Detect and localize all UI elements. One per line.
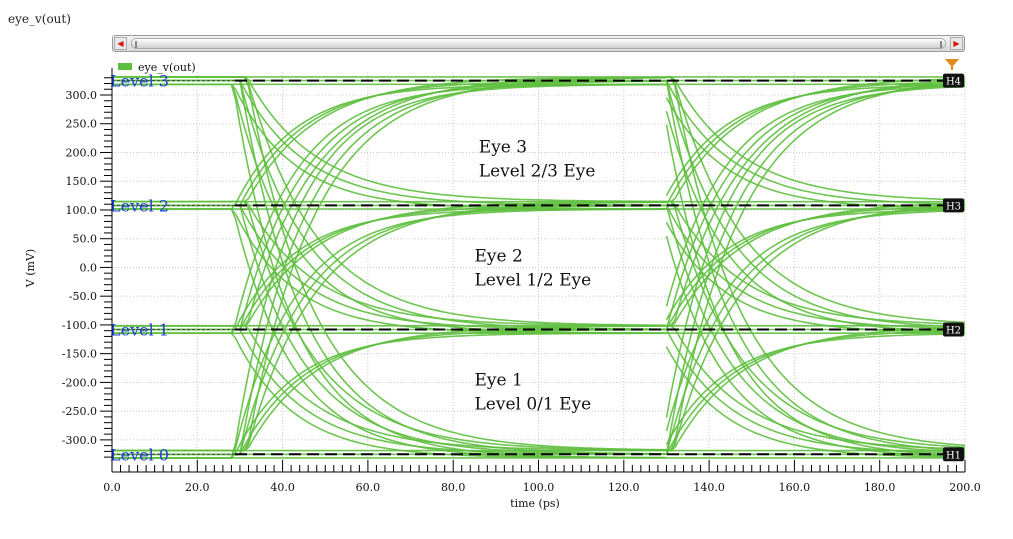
y-axis: 300.0 250.0 200.0 150.0 100.0 50.0 0.0 -50.0 -10… [62,68,113,460]
eye-trace [665,80,966,328]
x-tick-label: 200.0 [949,481,981,494]
marker-badge[interactable]: H1 [943,447,964,462]
plot-area [112,72,965,460]
scroll-right-arrow-icon[interactable]: ▶ [950,37,963,50]
x-tick-label: 180.0 [864,481,896,494]
y-tick-label: -100.0 [62,319,97,332]
x-tick-label: 120.0 [608,481,640,494]
marker-badge[interactable]: H3 [943,198,964,213]
legend-entry[interactable]: eye_v(out) [138,61,196,74]
marker-badge-box [943,198,964,213]
y-axis-label: V (mV) [24,249,37,288]
y-tick-label: 50.0 [73,233,98,246]
level-label: Level 3 [110,72,169,91]
y-tick-label: 150.0 [66,175,98,188]
eye-trace [665,80,966,452]
legend-swatch [118,63,132,70]
eye-annotation-title: Eye 2 [475,247,523,267]
x-tick-label: 100.0 [523,481,555,494]
y-tick-label: 300.0 [66,89,98,102]
eye-annotation-subtitle: Level 2/3 Eye [479,161,596,181]
x-axis-label: time (ps) [510,497,560,510]
eye-trace [666,76,966,201]
y-tick-label: -300.0 [62,434,97,447]
eye-trace [112,76,667,203]
eye-trace [665,124,966,457]
y-tick-label: 100.0 [66,204,98,217]
eye-trace [665,80,966,205]
marker-badge-label: H1 [946,450,961,461]
thumb-grip-right [940,41,942,48]
marker-badge-box [943,73,964,88]
y-tick-label: -150.0 [62,348,97,361]
eye-trace [665,205,965,330]
eye-trace [666,200,966,325]
eye-annotation-subtitle: Level 1/2 Eye [475,271,592,291]
y-tick-label: -50.0 [69,290,97,303]
thumb-grip-left [135,41,137,48]
eye-trace [666,76,966,324]
eye-annotation-title: Eye 1 [475,370,523,390]
eye-trace [665,329,966,454]
x-tick-label: 20.0 [185,481,210,494]
scrollbar-thumb[interactable] [131,38,946,49]
eye-trace [665,346,966,458]
eye-trace [666,200,966,448]
eye-trace [665,85,966,307]
y-tick-label: -200.0 [62,376,97,389]
marker-badge[interactable]: H4 [943,73,964,88]
scroll-left-arrow-icon[interactable]: ◀ [114,37,127,50]
window-title: eye_v(out) [8,12,71,26]
trace-bundle [112,76,966,459]
eye-trace [665,235,966,458]
y-tick-label: 200.0 [66,146,98,159]
marker-funnel-icon[interactable] [945,59,959,70]
x-tick-label: 40.0 [270,481,295,494]
x-tick-label: 140.0 [693,481,725,494]
x-tick-label: 80.0 [441,481,466,494]
chart-overlays: H1 H2 H3 H4 Level 0 Level 1 Level 2 Level 3 Eye … [110,72,964,464]
horizontal-scrollbar[interactable]: ◀ ▶ [112,35,965,52]
level-guide-lines [112,79,943,456]
eye-trace [665,222,965,334]
x-axis: 0.0 20.0 40.0 60.0 80.0 100.0 120.0 140.0 160.0 1… [103,460,981,494]
marker-badge-label: H2 [946,326,961,337]
eye-trace [665,209,966,432]
eye-trace [665,110,966,333]
eye-annotation-subtitle: Level 0/1 Eye [475,394,592,414]
marker-badge-label: H4 [946,77,961,88]
y-tick-label: 0.0 [80,261,98,274]
eye-trace [112,76,667,327]
eye-annotation-title: Eye 3 [479,137,527,157]
marker-badge[interactable]: H2 [943,322,964,337]
level-label: Level 2 [110,196,169,215]
x-tick-label: 160.0 [779,481,811,494]
x-tick-label: 60.0 [356,481,381,494]
marker-badge-box [943,447,964,462]
level-label: Level 0 [110,445,169,464]
y-tick-label: -250.0 [62,405,97,418]
eye-trace [665,97,966,210]
eye-trace [666,76,966,447]
marker-badge-box [943,322,964,337]
eye-trace [665,85,966,418]
x-tick-label: 0.0 [103,481,121,494]
y-tick-label: 250.0 [66,118,98,131]
marker-badge-label: H3 [946,201,961,212]
level-label: Level 1 [110,321,169,340]
